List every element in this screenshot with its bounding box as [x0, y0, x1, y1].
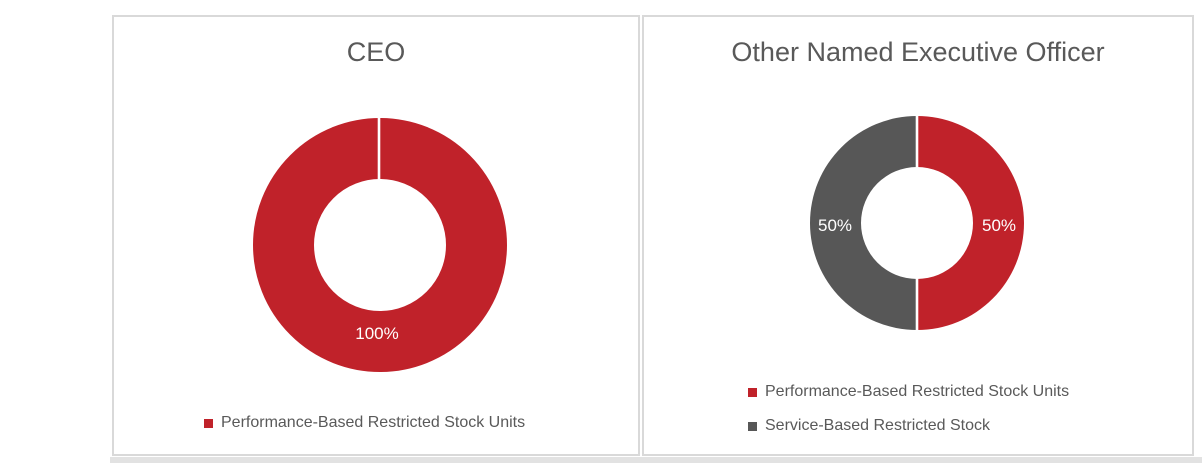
chart-shadow-strip [110, 457, 1202, 463]
neo-donut-slice-service [810, 116, 917, 330]
legend-marker-square [748, 387, 757, 397]
legend-label: Performance-Based Restricted Stock Units [221, 414, 526, 431]
slice-boundary-line-bottom [915, 278, 919, 331]
slice-boundary-line [377, 117, 381, 180]
legend-marker-square [748, 421, 757, 431]
slice-boundary-line-top [915, 115, 919, 168]
neo-donut-slice-performance [917, 116, 1024, 330]
legend-item: Service-Based Restricted Stock [748, 417, 1069, 435]
ceo-chart-panel: CEO 100% Performance-Based Restricted St… [112, 15, 640, 456]
data-label-service-50pct: 50% [818, 216, 852, 235]
legend-marker-square [204, 418, 213, 428]
legend-item: Performance-Based Restricted Stock Units [204, 414, 525, 432]
legend-marker-icon [204, 418, 213, 428]
legend-label: Performance-Based Restricted Stock Units [765, 383, 1070, 400]
legend-marker-icon [748, 387, 757, 397]
neo-chart-panel: Other Named Executive Officer 50% 50% Pe… [642, 15, 1194, 456]
ceo-donut-chart: 100% [253, 117, 507, 372]
data-label-100pct: 100% [355, 324, 398, 343]
legend-marker-icon [748, 421, 757, 431]
ceo-legend: Performance-Based Restricted Stock Units [204, 414, 525, 432]
legend-item: Performance-Based Restricted Stock Units [748, 383, 1069, 401]
chart-title: CEO [346, 37, 406, 67]
data-label-performance-50pct: 50% [982, 216, 1016, 235]
chart-title: Other Named Executive Officer [731, 37, 1105, 67]
neo-donut-chart: 50% 50% [810, 115, 1024, 331]
neo-legend: Performance-Based Restricted Stock Units… [748, 383, 1069, 435]
legend-label: Service-Based Restricted Stock [765, 417, 990, 434]
